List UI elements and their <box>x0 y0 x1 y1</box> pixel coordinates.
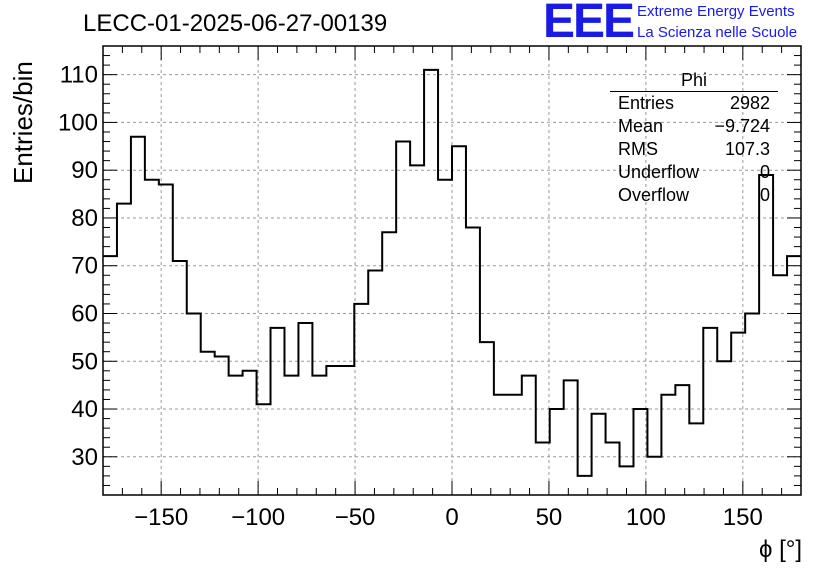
x-tick-label: −50 <box>335 504 376 531</box>
stats-row-entries: Entries 2982 <box>610 92 778 115</box>
stats-value: 2982 <box>729 93 770 113</box>
stats-row-mean: Mean −9.724 <box>610 115 778 138</box>
stats-label: Underflow <box>618 162 700 182</box>
y-tick-label: 100 <box>58 109 98 136</box>
x-tick-label: 50 <box>536 504 563 531</box>
eee-logo: EEE Extreme Energy Events La Scienza nel… <box>543 0 833 50</box>
stats-label: Mean <box>618 116 664 136</box>
y-axis-label: Entries/bin <box>8 61 38 184</box>
x-axis-label: ϕ [°] <box>758 536 802 563</box>
stats-box: Phi Entries 2982 Mean −9.724 RMS 107.3 U… <box>610 70 778 207</box>
y-tick-label: 70 <box>71 253 98 280</box>
logo-mark: EEE <box>543 0 635 48</box>
x-tick-label: 100 <box>626 504 666 531</box>
stats-label: Entries <box>618 93 675 113</box>
x-tick-label: −100 <box>231 504 285 531</box>
stats-value: −9.724 <box>714 116 770 136</box>
stats-label: RMS <box>618 139 658 159</box>
y-tick-label: 110 <box>60 62 98 89</box>
x-tick-label: 150 <box>723 504 763 531</box>
logo-line-2: La Scienza nelle Scuole <box>637 24 798 41</box>
stats-value: 107.3 <box>724 139 770 159</box>
stats-row-rms: RMS 107.3 <box>610 138 778 161</box>
y-tick-label: 30 <box>71 444 98 471</box>
stats-value: 0 <box>759 162 770 182</box>
y-tick-label: 40 <box>71 396 98 423</box>
logo-line-1: Extreme Energy Events <box>637 3 795 20</box>
histogram-series-line <box>103 68 801 477</box>
x-tick-label: 0 <box>445 504 458 531</box>
stats-row-overflow: Overflow 0 <box>610 184 778 207</box>
y-tick-label: 90 <box>71 157 98 184</box>
run-title: LECC-01-2025-06-27-00139 <box>83 10 388 37</box>
y-tick-label: 50 <box>71 348 98 375</box>
stats-label: Overflow <box>618 185 690 205</box>
x-tick-label: −150 <box>134 504 188 531</box>
stats-title: Phi <box>610 70 778 92</box>
y-tick-label: 60 <box>71 300 98 327</box>
stats-value: 0 <box>759 185 770 205</box>
y-tick-label: 80 <box>71 205 98 232</box>
stats-row-underflow: Underflow 0 <box>610 161 778 184</box>
